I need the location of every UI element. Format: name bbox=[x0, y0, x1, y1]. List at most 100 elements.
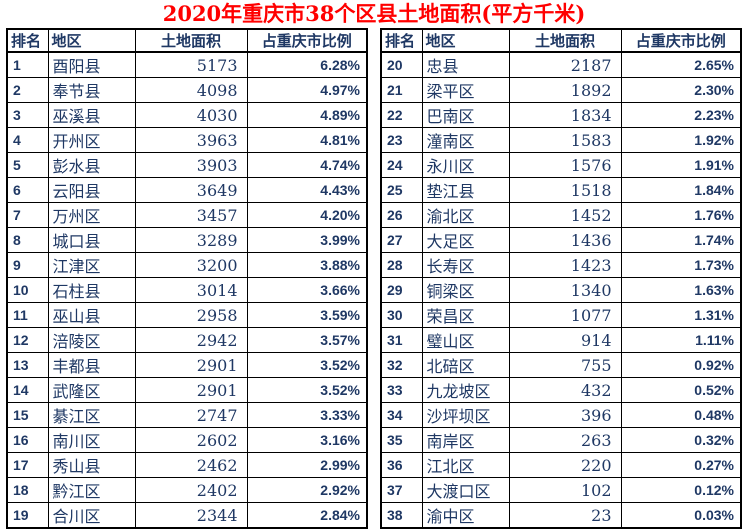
rank-cell: 36 bbox=[380, 452, 423, 478]
land-area-cell: 1340 bbox=[508, 277, 622, 303]
rank-cell: 23 bbox=[380, 127, 423, 153]
region-cell: 合川区 bbox=[47, 502, 136, 529]
land-area-cell: 755 bbox=[508, 352, 622, 378]
table-row: 18 黔江区 2402 2.92% bbox=[6, 477, 368, 503]
region-cell: 涪陵区 bbox=[47, 327, 136, 353]
land-area-cell: 2747 bbox=[134, 402, 248, 428]
percentage-cell: 3.52% bbox=[246, 377, 368, 403]
column-header-percentage: 占重庆市比例 bbox=[246, 28, 368, 53]
percentage-cell: 4.97% bbox=[246, 77, 368, 103]
rank-cell: 20 bbox=[380, 51, 423, 78]
rank-cell: 28 bbox=[380, 252, 423, 278]
region-cell: 大足区 bbox=[421, 227, 510, 253]
land-area-cell: 2344 bbox=[134, 502, 248, 529]
percentage-cell: 2.23% bbox=[620, 102, 742, 128]
land-area-cell: 3457 bbox=[134, 202, 248, 228]
region-cell: 云阳县 bbox=[47, 177, 136, 203]
land-area-cell: 102 bbox=[508, 477, 622, 503]
table-row: 8 城口县 3289 3.99% bbox=[6, 227, 368, 253]
table-row: 13 丰都县 2901 3.52% bbox=[6, 352, 368, 378]
region-cell: 铜梁区 bbox=[421, 277, 510, 303]
region-cell: 丰都县 bbox=[47, 352, 136, 378]
rank-cell: 6 bbox=[6, 177, 49, 203]
region-cell: 渝中区 bbox=[421, 502, 510, 529]
column-header-percentage: 占重庆市比例 bbox=[620, 28, 742, 53]
rank-cell: 30 bbox=[380, 302, 423, 328]
table-row: 26 渝北区 1452 1.76% bbox=[380, 202, 742, 228]
table-row: 34 沙坪坝区 396 0.48% bbox=[380, 402, 742, 428]
rank-cell: 14 bbox=[6, 377, 49, 403]
land-area-cell: 432 bbox=[508, 377, 622, 403]
rank-cell: 19 bbox=[6, 502, 49, 529]
region-cell: 荣昌区 bbox=[421, 302, 510, 328]
land-area-cell: 2901 bbox=[134, 377, 248, 403]
table-row: 23 潼南区 1583 1.92% bbox=[380, 127, 742, 153]
land-area-cell: 2942 bbox=[134, 327, 248, 353]
table-row: 29 铜梁区 1340 1.63% bbox=[380, 277, 742, 303]
rank-cell: 5 bbox=[6, 152, 49, 178]
percentage-cell: 2.84% bbox=[246, 502, 368, 529]
table-row: 1 酉阳县 5173 6.28% bbox=[6, 51, 368, 78]
region-cell: 南川区 bbox=[47, 427, 136, 453]
land-area-cell: 914 bbox=[508, 327, 622, 353]
land-area-cell: 2402 bbox=[134, 477, 248, 503]
land-area-cell: 220 bbox=[508, 452, 622, 478]
rank-cell: 15 bbox=[6, 402, 49, 428]
rank-cell: 38 bbox=[380, 502, 423, 529]
rank-cell: 10 bbox=[6, 277, 49, 303]
table-row: 36 江北区 220 0.27% bbox=[380, 452, 742, 478]
column-header-land-area: 土地面积 bbox=[508, 28, 622, 53]
table-row: 21 梁平区 1892 2.30% bbox=[380, 77, 742, 103]
percentage-cell: 6.28% bbox=[246, 51, 368, 78]
table-row: 11 巫山县 2958 3.59% bbox=[6, 302, 368, 328]
land-area-cell: 1834 bbox=[508, 102, 622, 128]
table-row: 24 永川区 1576 1.91% bbox=[380, 152, 742, 178]
rank-cell: 1 bbox=[6, 51, 49, 78]
rank-cell: 37 bbox=[380, 477, 423, 503]
rank-cell: 27 bbox=[380, 227, 423, 253]
rank-cell: 24 bbox=[380, 152, 423, 178]
land-area-cell: 1436 bbox=[508, 227, 622, 253]
percentage-cell: 0.48% bbox=[620, 402, 742, 428]
table-row: 30 荣昌区 1077 1.31% bbox=[380, 302, 742, 328]
percentage-cell: 1.31% bbox=[620, 302, 742, 328]
rank-cell: 31 bbox=[380, 327, 423, 353]
rank-cell: 4 bbox=[6, 127, 49, 153]
percentage-cell: 3.52% bbox=[246, 352, 368, 378]
table-row: 27 大足区 1436 1.74% bbox=[380, 227, 742, 253]
rank-cell: 35 bbox=[380, 427, 423, 453]
region-cell: 忠县 bbox=[421, 51, 510, 78]
region-cell: 巫溪县 bbox=[47, 102, 136, 128]
land-area-cell: 4098 bbox=[134, 77, 248, 103]
rank-cell: 33 bbox=[380, 377, 423, 403]
land-area-cell: 1077 bbox=[508, 302, 622, 328]
land-area-cell: 396 bbox=[508, 402, 622, 428]
region-cell: 大渡口区 bbox=[421, 477, 510, 503]
region-cell: 潼南区 bbox=[421, 127, 510, 153]
rank-cell: 12 bbox=[6, 327, 49, 353]
rank-cell: 16 bbox=[6, 427, 49, 453]
percentage-cell: 4.43% bbox=[246, 177, 368, 203]
region-cell: 江北区 bbox=[421, 452, 510, 478]
rank-cell: 2 bbox=[6, 77, 49, 103]
table-row: 37 大渡口区 102 0.12% bbox=[380, 477, 742, 503]
table-row: 3 巫溪县 4030 4.89% bbox=[6, 102, 368, 128]
percentage-cell: 0.12% bbox=[620, 477, 742, 503]
region-cell: 永川区 bbox=[421, 152, 510, 178]
region-cell: 江津区 bbox=[47, 252, 136, 278]
land-area-cell: 2187 bbox=[508, 51, 622, 78]
column-header-land-area: 土地面积 bbox=[134, 28, 248, 53]
rank-cell: 18 bbox=[6, 477, 49, 503]
region-cell: 沙坪坝区 bbox=[421, 402, 510, 428]
percentage-cell: 2.30% bbox=[620, 77, 742, 103]
percentage-cell: 4.74% bbox=[246, 152, 368, 178]
percentage-cell: 1.84% bbox=[620, 177, 742, 203]
region-cell: 开州区 bbox=[47, 127, 136, 153]
region-cell: 巴南区 bbox=[421, 102, 510, 128]
land-area-cell: 23 bbox=[508, 502, 622, 529]
region-cell: 梁平区 bbox=[421, 77, 510, 103]
region-cell: 武隆区 bbox=[47, 377, 136, 403]
percentage-cell: 1.73% bbox=[620, 252, 742, 278]
land-area-cell: 1583 bbox=[508, 127, 622, 153]
region-cell: 渝北区 bbox=[421, 202, 510, 228]
